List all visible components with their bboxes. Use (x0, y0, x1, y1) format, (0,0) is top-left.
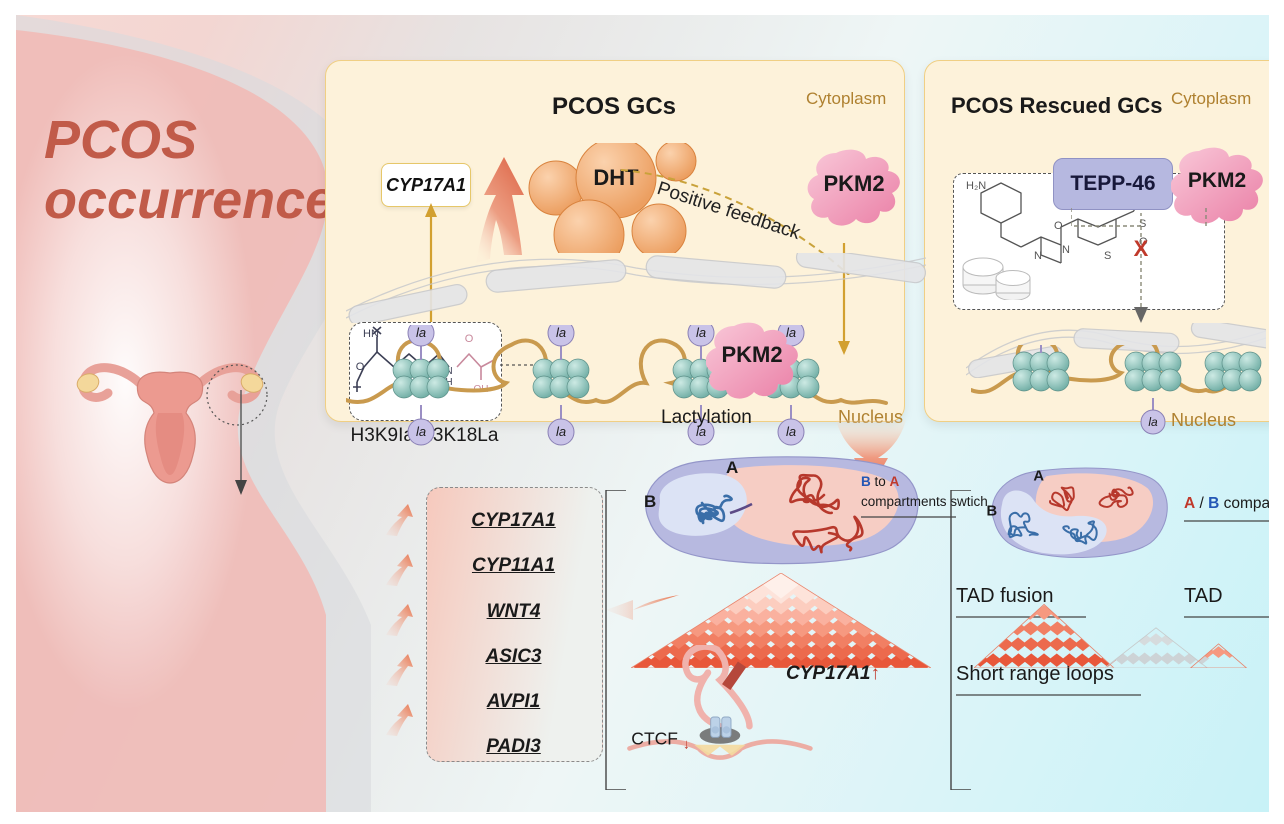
svg-text:PKM2: PKM2 (1188, 169, 1246, 192)
svg-text:A: A (726, 458, 738, 477)
svg-text:A: A (1033, 469, 1044, 485)
svg-text:PKM2: PKM2 (823, 171, 884, 196)
svg-text:la: la (696, 325, 706, 340)
svg-text:PKM2: PKM2 (721, 342, 782, 367)
svg-text:la: la (556, 424, 566, 439)
svg-text:la: la (1148, 415, 1158, 429)
svg-text:H₂N: H₂N (966, 180, 986, 192)
svg-text:la: la (416, 325, 426, 340)
svg-text:la: la (556, 325, 566, 340)
svg-text:la: la (786, 424, 796, 439)
svg-text:X: X (1134, 236, 1149, 261)
svg-text:↓: ↓ (683, 735, 690, 751)
svg-text:N: N (1062, 244, 1070, 256)
svg-text:O: O (1054, 220, 1063, 232)
svg-text:B: B (987, 503, 998, 519)
svg-text:N: N (1034, 250, 1042, 262)
svg-text:B: B (644, 492, 656, 511)
svg-text:la: la (416, 424, 426, 439)
svg-text:CTCF: CTCF (631, 729, 678, 749)
